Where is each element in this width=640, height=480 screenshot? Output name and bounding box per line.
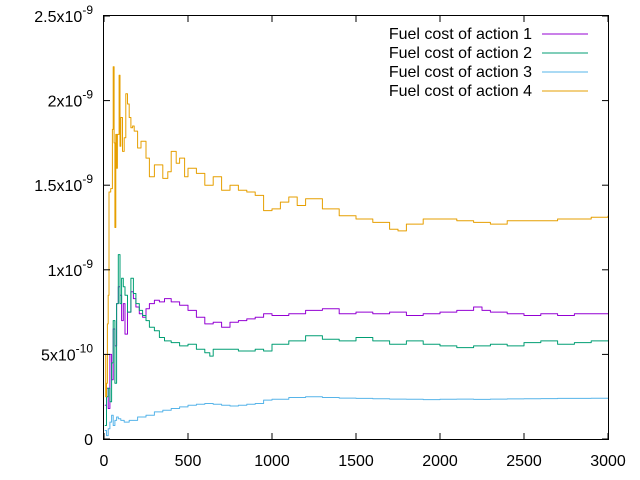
tick-layer: 0 500 1000 1500 2000 2500 300005x10-101x10-91.… <box>34 3 626 470</box>
y-tick-mantissa: 5x10 <box>41 347 76 364</box>
x-tick-label: 500 <box>175 453 202 470</box>
x-tick-label: 1000 <box>254 453 290 470</box>
series-line-action-1 <box>104 286 608 409</box>
y-tick-exponent: -9 <box>82 3 93 17</box>
series-line-action-4 <box>104 66 609 398</box>
legend-label-action-1: Fuel cost of action 1 <box>389 26 532 43</box>
plot-frame <box>103 15 609 440</box>
x-tick-label: 1500 <box>338 453 374 470</box>
y-tick-label: 5x10-10 <box>41 341 93 364</box>
series-layer <box>104 66 609 437</box>
x-tick-label: 0 <box>100 453 109 470</box>
y-tick-label: 1x10-9 <box>48 257 94 280</box>
y-tick-exponent: -9 <box>82 172 93 186</box>
x-tick-label: 3000 <box>590 453 626 470</box>
x-tick-label: 2000 <box>422 453 458 470</box>
y-tick-mantissa: 1x10 <box>48 263 83 280</box>
series-line-action-2 <box>104 254 608 426</box>
y-tick-exponent: -9 <box>82 88 93 102</box>
y-tick-mantissa: 1.5x10 <box>34 178 82 195</box>
series-line-action-3 <box>104 396 609 437</box>
y-tick-mantissa: 2.5x10 <box>34 9 82 26</box>
y-tick-label: 2x10-9 <box>48 88 94 111</box>
y-tick-label: 2.5x10-9 <box>34 3 93 26</box>
y-tick-mantissa: 0 <box>84 432 93 449</box>
y-tick-exponent: -9 <box>82 257 93 271</box>
y-tick-exponent: -10 <box>76 341 94 355</box>
legend-label-action-3: Fuel cost of action 3 <box>389 64 532 81</box>
y-tick-mantissa: 2x10 <box>48 94 83 111</box>
legend: Fuel cost of action 1 Fuel cost of action… <box>389 26 588 100</box>
x-tick-label: 2500 <box>506 453 542 470</box>
y-tick-label: 1.5x10-9 <box>34 172 93 195</box>
legend-label-action-2: Fuel cost of action 2 <box>389 45 532 62</box>
y-tick-label: 0 <box>84 432 93 449</box>
legend-label-action-4: Fuel cost of action 4 <box>389 83 532 100</box>
